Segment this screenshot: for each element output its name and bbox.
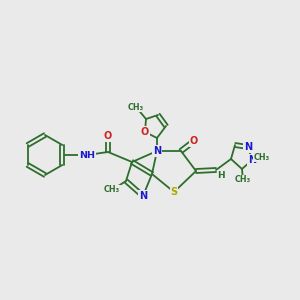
Text: CH₃: CH₃ bbox=[128, 103, 144, 112]
Text: O: O bbox=[141, 127, 149, 137]
Text: NH: NH bbox=[79, 151, 95, 160]
Text: N: N bbox=[153, 146, 161, 156]
Text: O: O bbox=[190, 136, 198, 146]
Text: CH₃: CH₃ bbox=[104, 185, 120, 194]
Text: N: N bbox=[244, 142, 252, 152]
Text: N: N bbox=[248, 155, 256, 165]
Text: H: H bbox=[217, 170, 225, 179]
Text: S: S bbox=[170, 187, 178, 197]
Text: CH₃: CH₃ bbox=[254, 152, 270, 161]
Text: CH₃: CH₃ bbox=[235, 176, 251, 184]
Text: O: O bbox=[104, 131, 112, 141]
Text: N: N bbox=[139, 191, 147, 201]
